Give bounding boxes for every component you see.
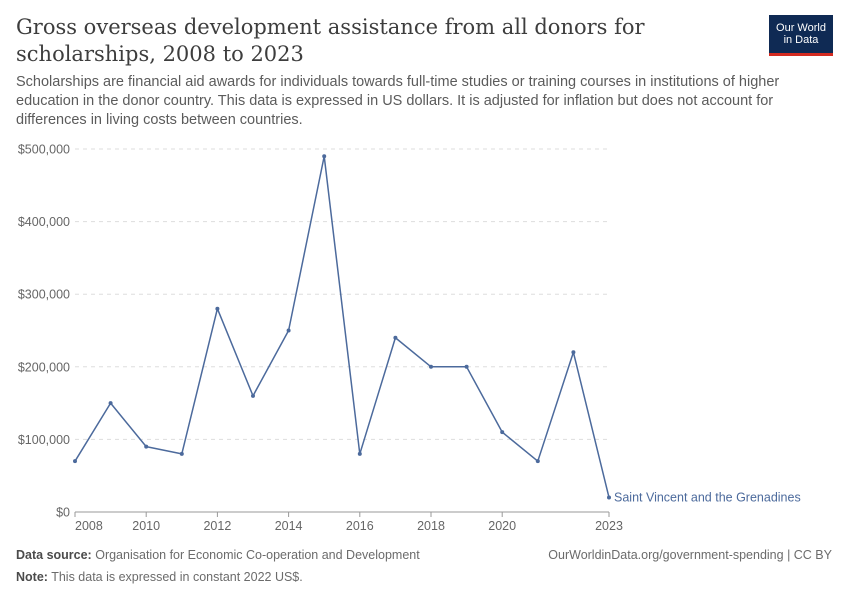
chart-note: Note: This data is expressed in constant…: [16, 570, 303, 584]
y-tick-label: $100,000: [18, 433, 70, 447]
line-chart: $0 $100,000 $200,000 $300,000 $400,000 $500,0…: [18, 143, 801, 534]
logo-line-2: in Data: [783, 34, 819, 46]
x-tick-label: 2018: [417, 519, 445, 533]
y-tick-label: $300,000: [18, 288, 70, 302]
data-point: [535, 459, 540, 464]
x-tick-label: 2016: [346, 519, 374, 533]
x-tick-label: 2020: [488, 519, 516, 533]
grid-lines: [75, 148, 609, 440]
series-layer: Saint Vincent and the Grenadines: [73, 154, 801, 504]
data-source-text[interactable]: Organisation for Economic Co-operation a…: [95, 548, 420, 562]
logo-line-1: Our World: [776, 22, 826, 34]
data-point: [108, 401, 113, 406]
x-tick-label: 2008: [75, 519, 103, 533]
x-axis: 2008 2010 2012 2014 2016 2018 2020 2023: [74, 511, 623, 533]
x-tick-label: 2012: [203, 519, 231, 533]
data-point: [357, 451, 362, 456]
note-label: Note:: [16, 570, 48, 584]
y-tick-label: $500,000: [18, 143, 70, 157]
owid-logo[interactable]: Our World in Data: [769, 15, 833, 56]
y-axis: $0 $100,000 $200,000 $300,000 $400,000 $500,0…: [18, 143, 70, 520]
data-point: [73, 459, 77, 464]
x-tick-label: 2014: [275, 519, 303, 533]
data-point: [500, 430, 505, 435]
data-point: [322, 154, 327, 159]
x-tick-label: 2023: [595, 519, 623, 533]
data-point: [251, 393, 255, 398]
data-source-label: Data source:: [16, 548, 92, 562]
y-tick-label: $400,000: [18, 215, 70, 229]
data-point: [607, 495, 611, 500]
y-tick-label: $200,000: [18, 360, 70, 374]
x-tick-label: 2010: [132, 519, 160, 533]
data-point: [215, 306, 220, 311]
note-text: This data is expressed in constant 2022 …: [51, 570, 303, 584]
data-point: [571, 350, 576, 355]
chart-title: Gross overseas development assistance fr…: [16, 15, 645, 66]
data-point: [393, 335, 398, 340]
chart-subtitle: Scholarships are financial aid awards fo…: [16, 74, 780, 128]
data-point: [464, 364, 469, 369]
data-point: [179, 451, 184, 456]
data-point: [429, 364, 433, 369]
license-link[interactable]: OurWorldinData.org/government-spending |…: [548, 548, 832, 562]
series-line: [74, 155, 610, 498]
data-source: Data source: Organisation for Economic C…: [16, 548, 420, 562]
data-point: [144, 444, 149, 449]
y-tick-label: $0: [56, 506, 70, 520]
data-point: [286, 328, 291, 333]
series-label: Saint Vincent and the Grenadines: [614, 490, 801, 504]
